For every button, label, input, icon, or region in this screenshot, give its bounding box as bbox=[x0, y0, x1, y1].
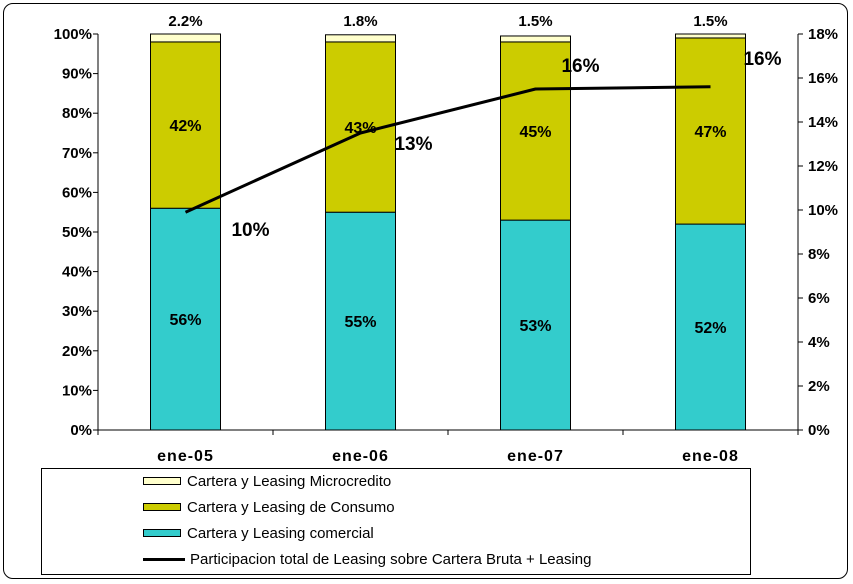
bar-segment bbox=[150, 41, 221, 209]
left-tick-label: 90% bbox=[62, 66, 92, 83]
right-tick-label: 0% bbox=[808, 422, 830, 439]
legend-item-consumo: Cartera y Leasing de Consumo bbox=[143, 496, 395, 518]
left-tick-label: 10% bbox=[62, 382, 92, 399]
left-tick-label: 60% bbox=[62, 184, 92, 201]
legend-item-leasing-line: Participacion total de Leasing sobre Car… bbox=[143, 548, 592, 570]
data-label-top: 1.5% bbox=[693, 13, 727, 30]
line-data-label: 13% bbox=[394, 134, 432, 155]
bar-segment bbox=[500, 35, 571, 43]
axes: 0% 10% 20% 30% 40% 50% 60% 70% 80% 90% 100% 0% 2% 4% 6… bbox=[54, 26, 838, 465]
leasing-line bbox=[184, 85, 711, 214]
legend-line-leasing bbox=[143, 557, 185, 561]
right-tick-label: 8% bbox=[808, 246, 830, 263]
right-tick-label: 10% bbox=[808, 202, 838, 219]
left-tick-label: 20% bbox=[62, 343, 92, 360]
legend-item-microcredito: Cartera y Leasing Microcredito bbox=[143, 470, 391, 492]
data-label: 43% bbox=[344, 120, 376, 137]
legend-swatch-comercial bbox=[143, 529, 181, 537]
right-tick-label: 18% bbox=[808, 26, 838, 43]
left-tick-label: 50% bbox=[62, 224, 92, 241]
data-label: 47% bbox=[694, 124, 726, 141]
right-tick-label: 4% bbox=[808, 334, 830, 351]
left-tick-label: 30% bbox=[62, 303, 92, 320]
right-tick-label: 16% bbox=[808, 70, 838, 87]
left-tick-label: 40% bbox=[62, 264, 92, 281]
right-tick-label: 6% bbox=[808, 290, 830, 307]
bar-segment bbox=[500, 41, 571, 221]
legend-item-comercial: Cartera y Leasing comercial bbox=[143, 522, 374, 544]
right-tick-label: 12% bbox=[808, 158, 838, 175]
line-data-label: 10% bbox=[231, 220, 269, 241]
right-tick-label: 14% bbox=[808, 114, 838, 131]
data-label: 53% bbox=[519, 318, 551, 335]
data-label-top: 1.5% bbox=[518, 13, 552, 30]
legend-label-leasing: Participacion total de Leasing sobre Car… bbox=[190, 550, 592, 568]
left-tick-label: 80% bbox=[62, 105, 92, 122]
bar-segment bbox=[150, 33, 221, 43]
x-tick-label: ene-06 bbox=[332, 448, 389, 465]
labels: 56% 42% 2.2% 55% 43% 1.8% 53% 45% 1.5% 52% 47% 1.5% bbox=[168, 13, 727, 337]
left-tick-label: 70% bbox=[62, 145, 92, 162]
line-data-label: 16% bbox=[561, 56, 599, 77]
legend-label-microcredito: Cartera y Leasing Microcredito bbox=[187, 472, 392, 490]
data-label: 56% bbox=[169, 312, 201, 329]
x-tick-label: ene-08 bbox=[682, 448, 739, 465]
data-label: 55% bbox=[344, 314, 376, 331]
legend-swatch-microcredito bbox=[143, 477, 181, 485]
bar-segment bbox=[325, 211, 396, 431]
bar-segment bbox=[675, 33, 746, 39]
data-label-top: 2.2% bbox=[168, 13, 202, 30]
bar-segment bbox=[150, 207, 221, 431]
chart-frame bbox=[3, 3, 848, 579]
data-label: 45% bbox=[519, 124, 551, 141]
legend-label-comercial: Cartera y Leasing comercial bbox=[187, 524, 374, 542]
legend-swatch-consumo bbox=[143, 503, 181, 511]
data-label: 42% bbox=[169, 118, 201, 135]
line-series: 10% 13% 16% 16% bbox=[184, 49, 782, 241]
bar-segment bbox=[500, 219, 571, 431]
bar-segment bbox=[675, 223, 746, 431]
line-data-label: 16% bbox=[743, 49, 781, 70]
x-tick-label: ene-05 bbox=[157, 448, 214, 465]
left-tick-label: 0% bbox=[70, 422, 92, 439]
x-tick-label: ene-07 bbox=[507, 448, 564, 465]
data-label: 52% bbox=[694, 320, 726, 337]
data-label-top: 1.8% bbox=[343, 13, 377, 30]
bar-segment bbox=[325, 34, 396, 43]
legend-label-consumo: Cartera y Leasing de Consumo bbox=[187, 498, 395, 516]
right-tick-label: 2% bbox=[808, 378, 830, 395]
legend: Cartera y Leasing Microcredito Cartera y… bbox=[41, 468, 751, 575]
bar-segment bbox=[675, 37, 746, 225]
bars bbox=[150, 33, 746, 431]
left-tick-label: 100% bbox=[54, 26, 92, 43]
